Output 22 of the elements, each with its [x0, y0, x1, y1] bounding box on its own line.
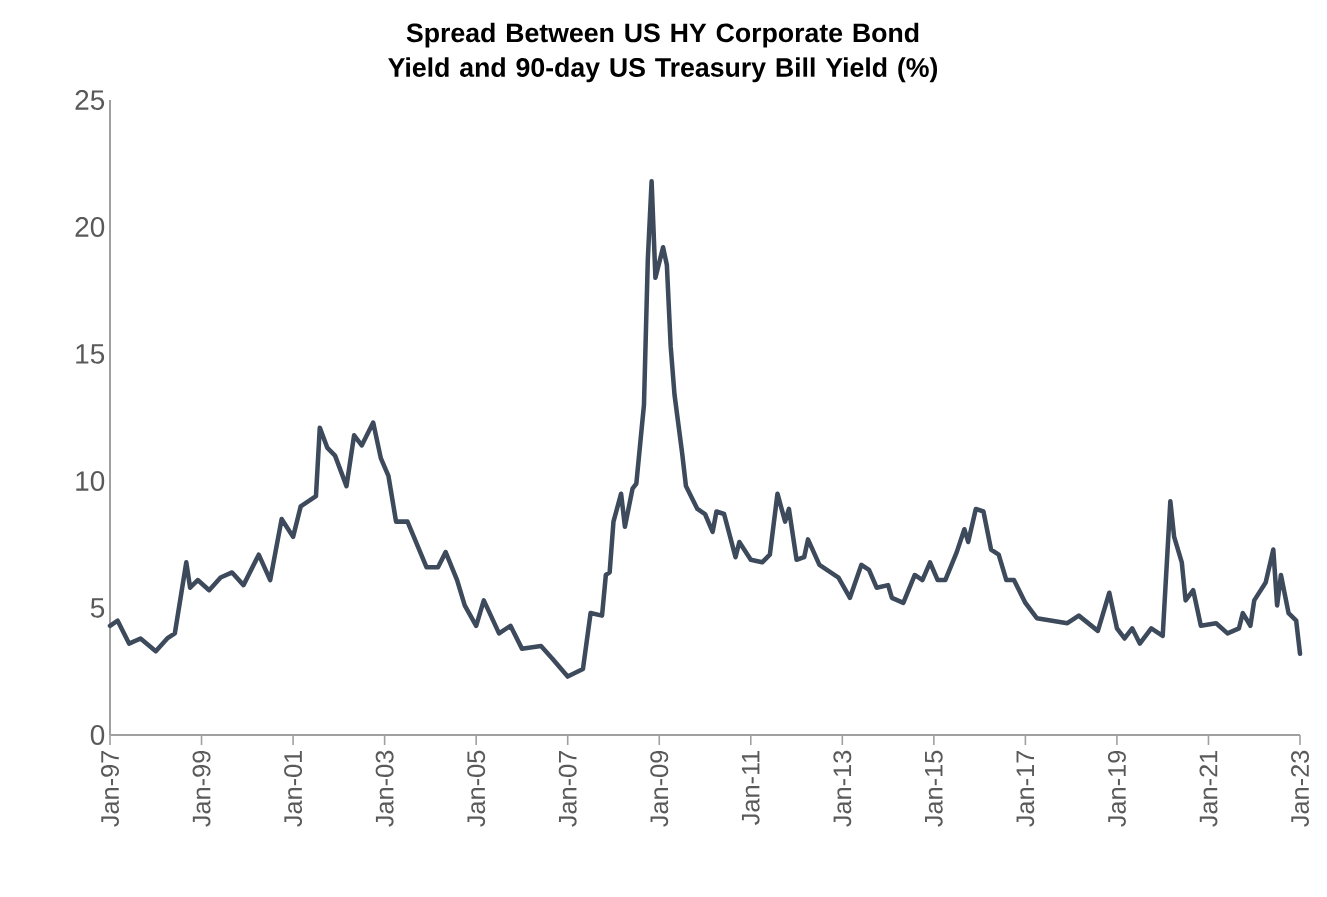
x-tick-label: Jan-11 — [741, 750, 760, 825]
chart-title: Spread Between US HY Corporate Bond Yield and 90-day US Treasury Bill Yield (%) — [388, 22, 938, 83]
y-tick-label: 15 — [76, 344, 105, 364]
y-tick-label: 0 — [90, 725, 105, 745]
x-tick-label: Jan-99 — [192, 750, 211, 827]
x-tick-label: Jan-07 — [558, 751, 577, 827]
x-tick-label: Jan-01 — [284, 750, 303, 827]
x-tick-label: Jan-15 — [925, 750, 943, 827]
x-tick-label: Jan-09 — [650, 750, 669, 827]
line-series — [107, 179, 1303, 679]
x-tick-label: Jan-97 — [101, 751, 119, 827]
x-tick-label: Jan-17 — [1016, 751, 1035, 827]
x-tick-label: Jan-21 — [1199, 750, 1218, 827]
x-tick-label: Jan-19 — [1107, 750, 1126, 827]
y-tick-label: 25 — [75, 90, 105, 110]
x-tick-label: Jan-03 — [375, 750, 394, 827]
x-tick-label: Jan-23 — [1291, 750, 1309, 827]
x-tick-label: Jan-13 — [833, 750, 852, 827]
y-tick-label: 10 — [76, 471, 105, 491]
y-tick-label: 20 — [75, 217, 105, 237]
x-tick-label: Jan-05 — [467, 750, 486, 827]
y-tick-label: 5 — [90, 598, 105, 618]
